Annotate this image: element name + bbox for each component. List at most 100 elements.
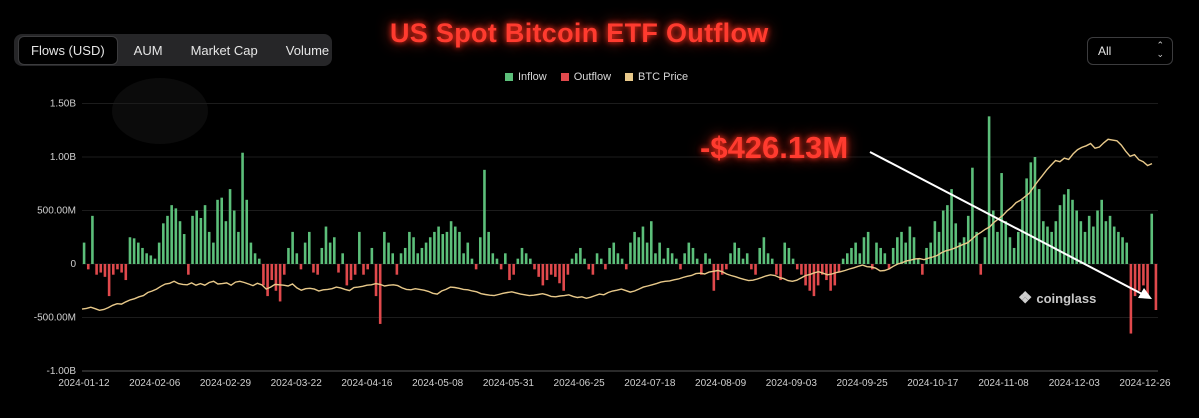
inflow-bar[interactable] bbox=[1058, 205, 1062, 264]
outflow-bar[interactable] bbox=[266, 264, 269, 297]
inflow-bar[interactable] bbox=[766, 253, 770, 264]
inflow-bar[interactable] bbox=[579, 247, 582, 264]
inflow-bar[interactable] bbox=[141, 247, 144, 264]
inflow-bar[interactable] bbox=[1112, 226, 1116, 264]
outflow-bar[interactable] bbox=[1154, 264, 1158, 311]
tab-aum[interactable]: AUM bbox=[133, 42, 163, 58]
outflow-bar[interactable] bbox=[775, 264, 778, 275]
inflow-bar[interactable] bbox=[216, 199, 219, 264]
inflow-bar[interactable] bbox=[1012, 247, 1016, 264]
outflow-bar[interactable] bbox=[750, 264, 753, 270]
outflow-bar[interactable] bbox=[374, 264, 378, 297]
outflow-bar[interactable] bbox=[816, 264, 820, 286]
outflow-bar[interactable] bbox=[887, 264, 891, 270]
outflow-bar[interactable] bbox=[353, 264, 357, 275]
inflow-bar[interactable] bbox=[195, 210, 198, 265]
btc-price-line[interactable] bbox=[81, 138, 1153, 312]
inflow-bar[interactable] bbox=[408, 231, 411, 264]
inflow-bar[interactable] bbox=[516, 258, 520, 264]
inflow-bar[interactable] bbox=[595, 253, 599, 264]
inflow-bar[interactable] bbox=[641, 226, 645, 264]
inflow-bar[interactable] bbox=[654, 253, 657, 264]
inflow-bar[interactable] bbox=[708, 258, 711, 264]
inflow-bar[interactable] bbox=[570, 258, 574, 264]
inflow-bar[interactable] bbox=[695, 258, 699, 264]
inflow-bar[interactable] bbox=[729, 253, 732, 264]
inflow-bar[interactable] bbox=[328, 242, 332, 264]
inflow-bar[interactable] bbox=[741, 258, 745, 264]
outflow-bar[interactable] bbox=[1146, 264, 1149, 297]
inflow-bar[interactable] bbox=[1150, 213, 1154, 264]
outflow-bar[interactable] bbox=[604, 264, 607, 270]
inflow-bar[interactable] bbox=[1075, 210, 1078, 265]
inflow-bar[interactable] bbox=[616, 253, 620, 264]
outflow-bar[interactable] bbox=[820, 264, 824, 275]
inflow-bar[interactable] bbox=[1071, 199, 1074, 264]
inflow-bar[interactable] bbox=[137, 242, 140, 264]
outflow-bar[interactable] bbox=[725, 264, 728, 270]
outflow-bar[interactable] bbox=[800, 264, 803, 275]
outflow-bar[interactable] bbox=[99, 264, 103, 273]
outflow-bar[interactable] bbox=[624, 264, 628, 270]
legend-btc-price[interactable]: BTC Price bbox=[625, 71, 688, 83]
inflow-bar[interactable] bbox=[308, 231, 311, 264]
inflow-bar[interactable] bbox=[324, 226, 328, 264]
outflow-bar[interactable] bbox=[825, 264, 828, 281]
inflow-bar[interactable] bbox=[971, 167, 974, 264]
inflow-bar[interactable] bbox=[1125, 242, 1129, 264]
inflow-bar[interactable] bbox=[203, 205, 207, 264]
outflow-bar[interactable] bbox=[541, 264, 545, 286]
outflow-bar[interactable] bbox=[837, 264, 841, 273]
inflow-bar[interactable] bbox=[841, 258, 845, 264]
inflow-bar[interactable] bbox=[291, 231, 294, 264]
inflow-bar[interactable] bbox=[658, 242, 661, 264]
inflow-bar[interactable] bbox=[962, 237, 966, 264]
inflow-bar[interactable] bbox=[91, 215, 94, 264]
outflow-bar[interactable] bbox=[116, 264, 119, 270]
inflow-bar[interactable] bbox=[687, 242, 691, 264]
inflow-bar[interactable] bbox=[912, 237, 916, 264]
inflow-bar[interactable] bbox=[1108, 215, 1112, 264]
inflow-bar[interactable] bbox=[383, 231, 386, 264]
inflow-bar[interactable] bbox=[437, 226, 440, 264]
inflow-bar[interactable] bbox=[399, 253, 403, 264]
outflow-bar[interactable] bbox=[274, 264, 278, 291]
inflow-bar[interactable] bbox=[441, 234, 445, 264]
inflow-bar[interactable] bbox=[1029, 162, 1033, 264]
inflow-bar[interactable] bbox=[946, 205, 949, 264]
inflow-bar[interactable] bbox=[1083, 231, 1087, 264]
inflow-bar[interactable] bbox=[287, 247, 290, 264]
inflow-bar[interactable] bbox=[491, 253, 495, 264]
outflow-bar[interactable] bbox=[124, 264, 128, 281]
inflow-bar[interactable] bbox=[1121, 237, 1124, 264]
outflow-bar[interactable] bbox=[103, 264, 107, 277]
inflow-bar[interactable] bbox=[212, 242, 215, 264]
outflow-bar[interactable] bbox=[1137, 264, 1141, 291]
inflow-bar[interactable] bbox=[224, 221, 228, 264]
inflow-bar[interactable] bbox=[1096, 210, 1099, 265]
inflow-bar[interactable] bbox=[178, 221, 182, 264]
inflow-bar[interactable] bbox=[295, 253, 299, 264]
inflow-bar[interactable] bbox=[207, 231, 211, 264]
inflow-bar[interactable] bbox=[199, 217, 203, 264]
outflow-bar[interactable] bbox=[512, 264, 515, 275]
outflow-bar[interactable] bbox=[921, 264, 924, 275]
outflow-bar[interactable] bbox=[1142, 264, 1145, 286]
inflow-bar[interactable] bbox=[453, 226, 457, 264]
inflow-bar[interactable] bbox=[629, 242, 632, 264]
inflow-bar[interactable] bbox=[770, 258, 774, 264]
outflow-bar[interactable] bbox=[499, 264, 503, 270]
inflow-bar[interactable] bbox=[954, 223, 958, 264]
inflow-bar[interactable] bbox=[883, 253, 887, 264]
outflow-bar[interactable] bbox=[779, 264, 782, 281]
inflow-bar[interactable] bbox=[257, 258, 261, 264]
inflow-bar[interactable] bbox=[1100, 199, 1103, 264]
inflow-bar[interactable] bbox=[1117, 231, 1120, 264]
inflow-bar[interactable] bbox=[462, 253, 465, 264]
inflow-bar[interactable] bbox=[303, 242, 307, 264]
inflow-bar[interactable] bbox=[241, 152, 244, 264]
inflow-bar[interactable] bbox=[524, 253, 528, 264]
inflow-bar[interactable] bbox=[854, 242, 857, 264]
outflow-bar[interactable] bbox=[558, 264, 561, 284]
outflow-bar[interactable] bbox=[187, 264, 190, 275]
